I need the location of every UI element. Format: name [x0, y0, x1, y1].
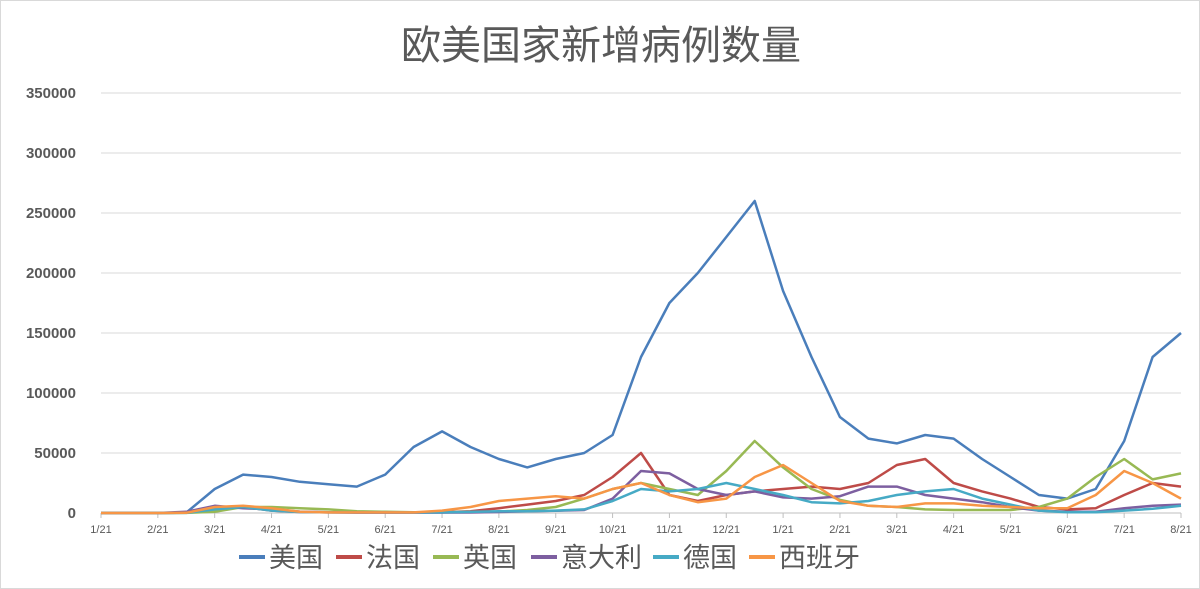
legend-item: 英国 — [433, 543, 517, 574]
series-lines — [101, 199, 1182, 515]
x-axis: 1/21 2/21 3/21 4/21 5/21 6/21 7/21 8/21 9/21 10/2… — [90, 513, 1192, 536]
legend-label: 美国 — [269, 543, 323, 574]
x-tick-label: 2/21 — [147, 524, 168, 536]
x-tick-label: 2/21 — [829, 524, 850, 536]
x-tick-label: 7/21 — [1113, 524, 1134, 536]
series-line-4 — [101, 481, 1182, 515]
legend: 美国 法国 英国 意大利 德国 西班牙 — [239, 543, 860, 574]
x-tick-label: 7/21 — [431, 524, 452, 536]
x-tick-label: 1/21 — [772, 524, 793, 536]
x-tick-label: 9/21 — [545, 524, 566, 536]
x-tick-label: 8/21 — [1170, 524, 1191, 536]
x-tick-label: 6/21 — [374, 524, 395, 536]
y-tick-label: 350000 — [26, 85, 76, 102]
y-tick-label: 0 — [68, 505, 76, 522]
x-tick-label: 4/21 — [943, 524, 964, 536]
legend-label: 意大利 — [561, 543, 642, 574]
x-tick-label: 5/21 — [1000, 524, 1021, 536]
legend-item: 美国 — [239, 543, 323, 574]
x-tick-label: 4/21 — [261, 524, 282, 536]
legend-item: 德国 — [653, 543, 737, 574]
x-tick-label: 10/21 — [599, 524, 627, 536]
legend-label: 西班牙 — [779, 543, 860, 574]
y-tick-label: 250000 — [26, 205, 76, 222]
legend-item: 法国 — [336, 543, 420, 574]
x-tick-label: 3/21 — [886, 524, 907, 536]
x-tick-label: 12/21 — [712, 524, 740, 536]
chart-title: 欧美国家新增病例数量 — [401, 23, 801, 69]
x-tick-label: 3/21 — [204, 524, 225, 536]
y-tick-label: 200000 — [26, 265, 76, 282]
series-line-0 — [101, 199, 1182, 515]
legend-label: 德国 — [683, 543, 737, 574]
legend-item: 西班牙 — [749, 543, 860, 574]
x-tick-label: 6/21 — [1057, 524, 1078, 536]
legend-label: 法国 — [366, 543, 420, 574]
legend-item: 意大利 — [531, 543, 642, 574]
x-tick-label: 1/21 — [90, 524, 111, 536]
y-axis: 0 50000 100000 150000 200000 250000 300000 3500… — [26, 85, 76, 522]
y-tick-label: 50000 — [34, 445, 76, 462]
y-tick-label: 150000 — [26, 325, 76, 342]
y-tick-label: 100000 — [26, 385, 76, 402]
y-tick-label: 300000 — [26, 145, 76, 162]
x-tick-label: 5/21 — [318, 524, 339, 536]
legend-label: 英国 — [463, 543, 517, 574]
gridlines — [101, 92, 1181, 514]
x-tick-label: 11/21 — [656, 524, 683, 536]
x-tick-label: 8/21 — [488, 524, 509, 536]
series-line-5 — [101, 463, 1182, 515]
